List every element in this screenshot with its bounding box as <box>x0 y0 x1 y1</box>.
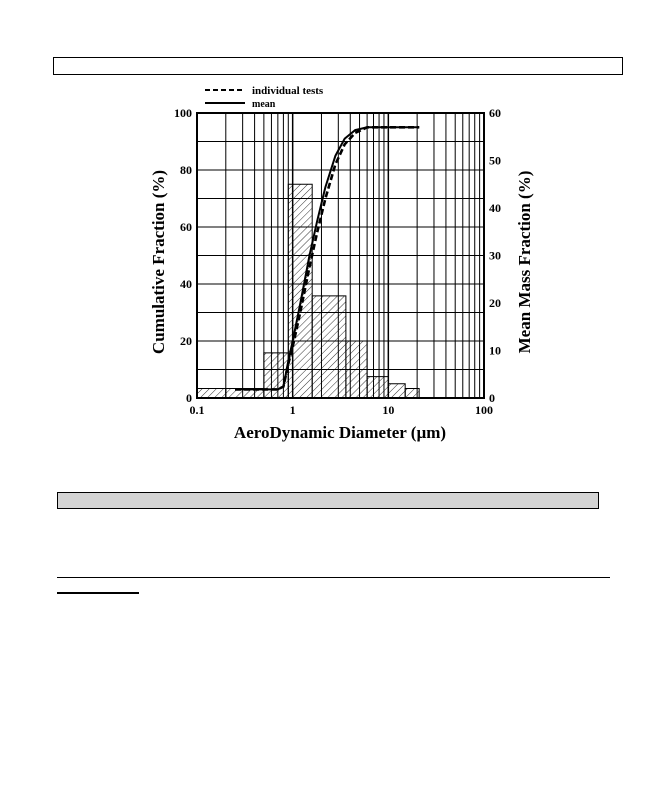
y2-tick-label: 40 <box>489 201 501 215</box>
legend: individual tests mean <box>205 85 324 110</box>
histogram-bar <box>387 383 406 399</box>
series-lines <box>235 126 420 391</box>
y2-axis-label: Mean Mass Fraction (%) <box>515 171 534 354</box>
histogram-bars <box>196 183 420 399</box>
x-tick-label: 100 <box>475 403 493 417</box>
y2-tick-label: 10 <box>489 344 501 358</box>
histogram-bar <box>366 376 389 399</box>
legend-label: individual tests <box>252 85 324 97</box>
y-tick-label: 100 <box>174 106 192 120</box>
y-tick-label: 80 <box>180 163 192 177</box>
y-tick-label: 20 <box>180 334 192 348</box>
x-tick-label: 0.1 <box>190 403 205 417</box>
mean-line <box>235 126 420 391</box>
grid-lines <box>197 113 484 398</box>
x-tick-label: 1 <box>290 403 296 417</box>
y2-tick-label: 0 <box>489 391 495 405</box>
y-axis-label: Cumulative Fraction (%) <box>150 170 168 354</box>
divider-line <box>57 577 610 578</box>
plot-frame <box>196 112 485 399</box>
y2-tick-label: 20 <box>489 296 501 310</box>
caption-box <box>57 492 599 509</box>
footnote-rule <box>57 592 139 594</box>
y2-tick-label: 50 <box>489 154 501 168</box>
histogram-bar <box>196 388 227 399</box>
y2-tick-label: 60 <box>489 106 501 120</box>
header-box <box>53 57 623 75</box>
histogram-bar <box>287 183 313 399</box>
y-tick-label: 60 <box>180 220 192 234</box>
x-axis-label: AeroDynamic Diameter (µm) <box>234 423 446 442</box>
legend-label: mean <box>252 99 276 110</box>
y-tick-label: 0 <box>186 391 192 405</box>
histogram-bar <box>311 295 347 399</box>
y-tick-label: 40 <box>180 277 192 291</box>
y2-tick-label: 30 <box>489 249 501 263</box>
x-tick-label: 10 <box>382 403 394 417</box>
